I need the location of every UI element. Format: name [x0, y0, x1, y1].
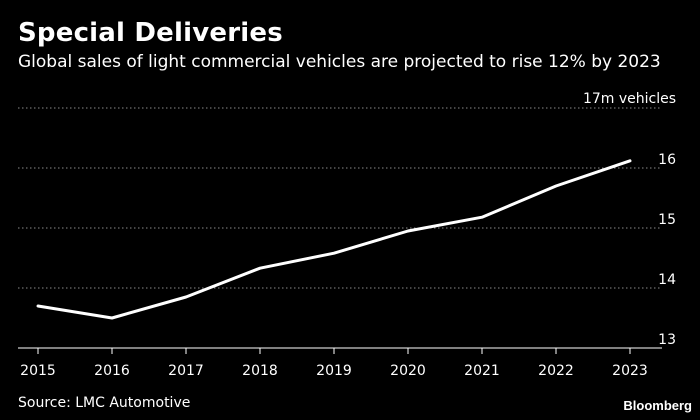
y-tick-label: 15 [658, 212, 676, 228]
x-tick-label: 2016 [94, 363, 130, 379]
x-tick-label: 2023 [612, 363, 648, 379]
series [36, 159, 632, 320]
bloomberg-logo: Bloomberg [623, 398, 692, 413]
y-tick-label: 13 [658, 332, 676, 348]
x-tick-label: 2018 [242, 363, 278, 379]
gridlines [18, 107, 662, 349]
axes: 13 14 15 16 17m vehicles 2015 2016 2017 2018 2019… [20, 91, 676, 379]
chart-subtitle: Global sales of light commercial vehicle… [18, 52, 661, 72]
x-tick-label: 2020 [390, 363, 426, 379]
y-tick-label: 16 [658, 152, 676, 168]
y-tick-label: 17m vehicles [583, 91, 676, 107]
source-note: Source: LMC Automotive [18, 395, 191, 411]
x-tick-label: 2019 [316, 363, 352, 379]
y-tick-label: 14 [658, 272, 676, 288]
x-tick-label: 2017 [168, 363, 204, 379]
x-tick-label: 2022 [538, 363, 574, 379]
x-tick-label: 2021 [464, 363, 500, 379]
chart-title: Special Deliveries [18, 18, 283, 48]
x-tick-label: 2015 [20, 363, 56, 379]
series-line [36, 159, 632, 320]
